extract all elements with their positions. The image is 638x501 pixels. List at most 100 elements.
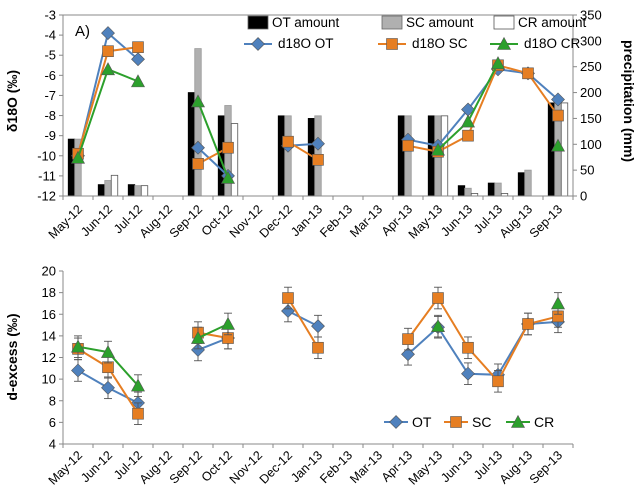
y-tick-label-right: 350 (580, 8, 602, 23)
legend-label: d18O SC (412, 36, 468, 51)
x-tick-label: Dec-12 (257, 448, 295, 486)
data-point (100, 62, 116, 76)
plot-frame (62, 14, 574, 197)
x-tick-label: Mar-13 (347, 202, 385, 240)
y-tick-label: 10 (42, 372, 56, 387)
legend-label: SC amount (406, 15, 474, 30)
y-tick-label: 6 (49, 415, 56, 430)
legend-label: SC (472, 414, 491, 430)
y-tick-label-right: 100 (580, 137, 602, 152)
legend-marker (496, 36, 512, 50)
data-point (312, 154, 324, 166)
y-tick-label-right: 50 (580, 163, 594, 178)
data-point (102, 361, 114, 374)
legend-label: CR amount (518, 15, 587, 30)
data-point (190, 330, 206, 344)
bar (97, 184, 106, 197)
data-point (282, 135, 294, 148)
series-line (77, 67, 139, 159)
x-tick-label: Mar-13 (347, 448, 385, 486)
x-tick-label: Jun-12 (78, 202, 115, 239)
bar (67, 138, 76, 197)
data-point (190, 94, 206, 108)
y-tick-label: 14 (42, 328, 56, 343)
y-tick-label-left: -11 (38, 168, 56, 183)
x-tick-label: Aug-12 (137, 448, 175, 486)
data-point (462, 129, 474, 142)
y-tick-label-left: -12 (37, 189, 56, 204)
data-point (101, 26, 115, 41)
data-point (70, 339, 86, 353)
data-point (220, 316, 236, 330)
bar (110, 174, 119, 197)
legend-swatch (381, 15, 403, 30)
bar (104, 180, 112, 197)
data-point (101, 380, 115, 395)
legend-swatch (247, 15, 269, 30)
bar (404, 115, 412, 197)
bar (517, 172, 526, 197)
data-point (460, 114, 476, 128)
data-point (550, 138, 566, 152)
x-tick-label: Dec-12 (257, 202, 295, 240)
data-point (402, 333, 414, 345)
data-point (462, 341, 474, 354)
data-point (490, 56, 506, 70)
data-point (551, 92, 565, 107)
data-point (70, 150, 86, 164)
data-point (430, 142, 446, 156)
legend-marker (510, 414, 526, 428)
y-tick-label-left: -3 (44, 8, 56, 23)
bar (140, 185, 149, 197)
data-point (220, 170, 236, 184)
data-point (281, 304, 295, 318)
x-tick-label: Nov-12 (227, 448, 265, 486)
x-tick-label: Jun-13 (438, 448, 475, 485)
y-tick-label: 4 (49, 437, 56, 452)
x-tick-label: Sep-13 (527, 448, 565, 486)
data-point (102, 45, 114, 58)
y-tick-label-right: 250 (580, 59, 602, 74)
y-tick-label-right: 200 (580, 85, 602, 100)
y-tick-label: 8 (49, 393, 56, 408)
legend-label: d18O OT (278, 36, 334, 51)
series-line (407, 320, 559, 376)
bar (464, 187, 472, 197)
legend-marker (251, 37, 265, 51)
y-axis-label-left: δ18O (‰) (4, 70, 20, 132)
bar (187, 92, 196, 197)
y-tick-label-right: 150 (580, 111, 602, 126)
x-tick-label: May-12 (46, 448, 85, 487)
data-point (461, 366, 475, 381)
d-excess-chart: 468101214161820May-12Jun-12Jul-12Aug-12S… (4, 264, 574, 488)
data-point (550, 296, 566, 310)
x-tick-label: May-13 (406, 448, 445, 487)
x-tick-label: Feb-13 (317, 448, 355, 486)
legend-label: CR (534, 414, 554, 430)
d18o-precipitation-chart: -3 -4 -5 -6 -7 -8 -9 -10 -11 -12 0 50 100 150 200 250 30… (4, 8, 637, 242)
legend-marker (389, 415, 403, 429)
x-tick-label: Jun-12 (78, 448, 115, 485)
y-tick-label-left: -8 (44, 108, 56, 123)
y-tick-label-left: -5 (44, 48, 56, 63)
y-tick-label: 16 (42, 307, 56, 322)
series-line (197, 147, 229, 177)
data-point (402, 139, 414, 152)
y-tick-label-left: -10 (37, 148, 56, 163)
bar (487, 182, 496, 197)
data-point (492, 375, 504, 388)
legend-marker (386, 38, 398, 50)
bar (194, 48, 202, 197)
x-tick-label: Sep-12 (167, 202, 205, 240)
y-tick-label-left: -6 (44, 68, 56, 83)
y-tick-label-right: 300 (580, 33, 602, 48)
data-point (100, 344, 116, 358)
data-point (430, 319, 446, 332)
data-point (192, 158, 204, 170)
data-point (522, 318, 534, 330)
y-tick-label-left: -9 (44, 128, 56, 143)
legend-label: OT amount (272, 15, 340, 30)
series-line (407, 296, 559, 384)
x-tick-label: Feb-13 (317, 202, 355, 240)
